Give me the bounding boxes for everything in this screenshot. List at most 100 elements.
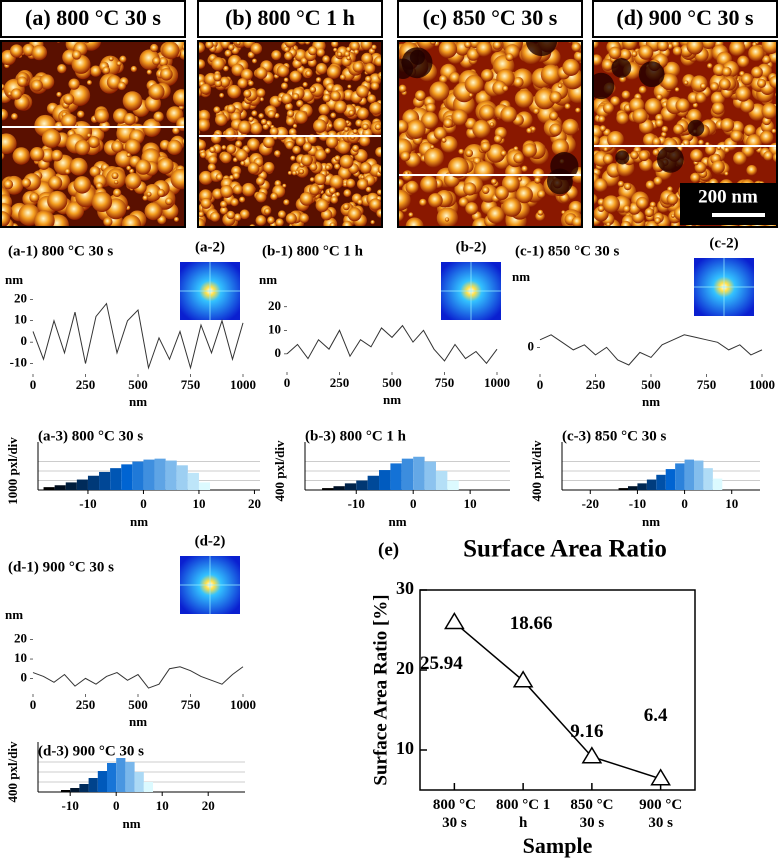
value-label: 9.16 (570, 721, 603, 742)
afm-image (397, 40, 583, 228)
grain (314, 149, 327, 161)
grain (247, 162, 260, 175)
frame (197, 40, 383, 228)
hist-bar (447, 480, 459, 490)
grain (282, 183, 287, 188)
grain (166, 139, 183, 155)
grain (294, 110, 308, 124)
grain (638, 85, 647, 94)
hist-title: (d-3) 900 °C 30 s (38, 743, 144, 759)
grain (219, 93, 225, 98)
grain (620, 220, 632, 228)
hist-bar (116, 758, 126, 792)
grain (224, 128, 236, 140)
profile-title: (c-1) 850 °C 30 s (515, 243, 619, 259)
grain (564, 103, 571, 110)
grain (39, 74, 55, 90)
grain (573, 50, 583, 62)
grain (489, 122, 495, 127)
grain (29, 192, 40, 203)
grain (466, 48, 480, 61)
y-unit: nm (512, 269, 530, 284)
grain (371, 44, 377, 50)
grain (73, 176, 91, 194)
grain (414, 90, 426, 101)
grain (493, 134, 503, 144)
hist-bar (76, 479, 88, 490)
grain (197, 59, 206, 69)
grain (34, 210, 55, 228)
hist-bar (79, 784, 89, 792)
x-tick-label: 1000 (230, 377, 256, 392)
grain (292, 93, 300, 101)
grain (125, 172, 142, 190)
profile-title: (a-1) 800 °C 30 s (8, 243, 113, 259)
x-tick-label: -10 (62, 798, 79, 813)
grain (671, 40, 680, 49)
dark-gap (409, 49, 425, 65)
grain (77, 110, 85, 118)
grain (296, 100, 304, 108)
grain (157, 157, 174, 174)
x-tick-label: 10 (464, 496, 477, 511)
grain (769, 75, 778, 89)
grain (666, 193, 679, 206)
grain (231, 63, 245, 77)
grain (255, 191, 267, 203)
grain (0, 211, 11, 228)
grain (398, 84, 407, 93)
grain (364, 75, 372, 83)
afm-image (197, 40, 383, 228)
x-axis-label: nm (130, 514, 148, 529)
x-axis-label: nm (129, 394, 147, 409)
grain (214, 79, 223, 88)
grain (683, 80, 689, 85)
grain (463, 182, 477, 196)
grain (197, 218, 206, 228)
grain (213, 106, 221, 114)
grain (654, 217, 662, 224)
grain (619, 48, 632, 61)
hist-bar (675, 463, 685, 490)
grain (90, 65, 102, 77)
grain (369, 101, 383, 115)
grain (255, 176, 265, 186)
grain (89, 166, 101, 178)
image-label: (a) 800 °C 30 s (25, 5, 161, 30)
inset-label: (b-2) (456, 239, 487, 255)
y-tick-label: 10 (14, 650, 27, 665)
grain (530, 126, 536, 132)
grain (621, 90, 631, 100)
grain (260, 118, 267, 125)
grain (263, 161, 275, 174)
panel-label: (e) (378, 539, 399, 560)
grain (746, 164, 758, 176)
grain (142, 195, 149, 201)
grain (309, 184, 320, 196)
grain (251, 110, 258, 117)
hist-bar (618, 488, 628, 490)
grain (762, 55, 771, 64)
grain (51, 149, 63, 162)
grain (10, 88, 22, 100)
grain (64, 168, 71, 175)
grain (636, 196, 649, 210)
label-box (397, 0, 583, 38)
frame (0, 40, 186, 228)
x-tick-label: 0 (140, 496, 147, 511)
grain (172, 89, 186, 107)
dark-gap (611, 57, 632, 78)
grain (161, 41, 180, 60)
label-box (0, 0, 186, 38)
grain (271, 50, 282, 61)
y-tick-label: 0 (528, 338, 535, 353)
x-tick-label: 0 (113, 798, 120, 813)
grain (270, 192, 278, 201)
grain (660, 73, 678, 91)
grain (447, 157, 469, 178)
y-axis-label: 1000 pxl/div (5, 437, 20, 505)
profile-title: (d-1) 900 °C 30 s (8, 559, 114, 575)
afm-image (0, 40, 186, 228)
grain (119, 55, 127, 63)
y-tick-label: 10 (14, 312, 27, 327)
